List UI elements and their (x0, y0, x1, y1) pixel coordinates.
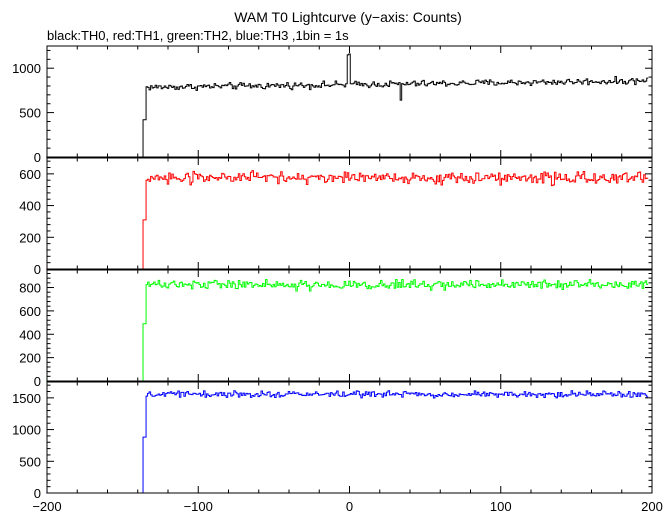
x-tick-label: 100 (490, 499, 512, 514)
x-tick-label: 200 (641, 499, 663, 514)
panel-th0: 0 500 1000 (12, 45, 653, 165)
panel-th3: 0 500 1000 1500 −200 −100 0 100 200 (12, 381, 663, 514)
chart-subtitle: black:TH0, red:TH1, green:TH2, blue:TH3 … (47, 28, 349, 43)
y-tick-label: 0 (34, 262, 41, 277)
y-tick-label: 400 (19, 327, 41, 342)
y-tick-label: 200 (19, 230, 41, 245)
series-line-th0 (46, 53, 649, 158)
x-tick-label: −200 (32, 499, 61, 514)
y-tick-label: 600 (19, 304, 41, 319)
panels-layer: 0500100002004006000200400600800050010001… (12, 45, 663, 514)
series-line-th3 (46, 390, 649, 494)
panel-th1: 0 200 400 600 (19, 157, 653, 277)
x-tick-label: 0 (346, 499, 353, 514)
y-tick-label: 200 (19, 351, 41, 366)
panel-frame (46, 45, 653, 158)
y-tick-label: 1000 (12, 61, 41, 76)
y-tick-label: 500 (19, 454, 41, 469)
y-tick-label: 500 (19, 106, 41, 121)
panel-th2: 0 200 400 600 800 (19, 269, 653, 389)
y-tick-label: 400 (19, 199, 41, 214)
y-tick-label: 0 (34, 486, 41, 501)
panel-frame (46, 157, 653, 270)
y-tick-label: 1000 (12, 423, 41, 438)
y-tick-label: 1500 (12, 391, 41, 406)
x-tick-label: −100 (184, 499, 213, 514)
series-line-th2 (46, 279, 649, 382)
panel-frame (46, 381, 653, 494)
panel-frame (46, 269, 653, 382)
y-tick-label: 0 (34, 150, 41, 165)
y-tick-label: 0 (34, 374, 41, 389)
series-line-th1 (46, 170, 649, 270)
y-tick-label: 800 (19, 281, 41, 296)
y-tick-label: 600 (19, 167, 41, 182)
chart-title: WAM T0 Lightcurve (y−axis: Counts) (234, 9, 462, 25)
